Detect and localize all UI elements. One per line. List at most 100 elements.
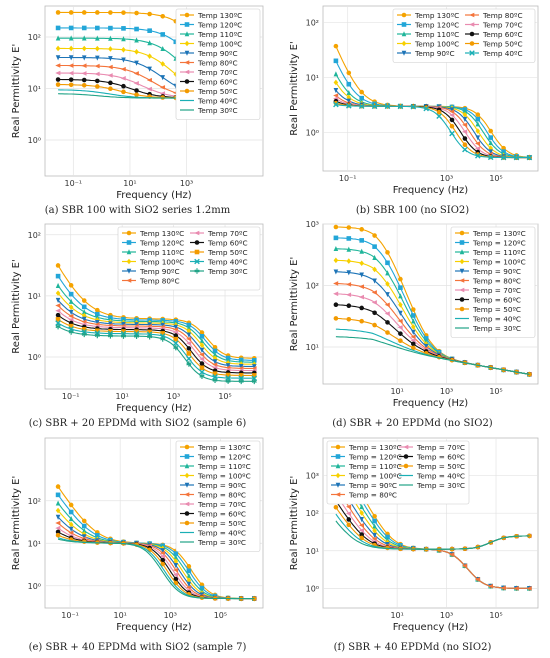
legend-label: Temp 110ºC: [414, 30, 459, 39]
data-point: [68, 323, 74, 329]
y-axis-label: Real Permittivity E': [11, 259, 22, 353]
series-line: [57, 538, 255, 600]
legend-marker: [335, 463, 341, 469]
legend-label: Temp 130ºC: [139, 229, 184, 238]
data-point: [384, 302, 390, 308]
data-point: [333, 316, 339, 321]
legend-label: Temp 130ºC: [414, 11, 459, 20]
legend-marker: [469, 41, 475, 46]
x-axis-label: Frequency (Hz): [393, 185, 469, 196]
data-point: [372, 513, 377, 519]
legend-label: Temp = 90ºC: [348, 481, 397, 490]
data-point: [475, 577, 481, 582]
data-point: [462, 129, 468, 135]
data-point: [108, 10, 113, 15]
data-point: [186, 572, 192, 579]
legend-marker: [126, 230, 132, 236]
data-point: [449, 130, 455, 137]
legend-marker: [459, 240, 465, 245]
x-tick-label: 10⁵: [214, 611, 227, 620]
data-point: [385, 330, 390, 335]
legend-marker: [459, 278, 465, 283]
legend-label: Temp = 50ºC: [197, 519, 246, 528]
data-point: [199, 342, 205, 349]
chart-svg: 10⁻¹ 10³ 10⁵ 10⁰ 10¹ 10² Frequency (Hz) Real Pe…: [289, 5, 539, 196]
legend-label: Temp = 110ºC: [348, 462, 402, 471]
x-tick-label: 10³: [440, 174, 453, 183]
data-point: [134, 88, 139, 93]
legend-label: Temp = 50ºC: [472, 305, 521, 314]
data-point: [251, 373, 257, 378]
legend-marker: [459, 230, 465, 236]
x-tick-label: 10⁻¹: [62, 392, 80, 401]
legend-marker: [184, 79, 190, 84]
data-point: [333, 224, 339, 230]
legend-marker: [194, 240, 200, 245]
data-point: [346, 292, 352, 298]
data-point: [186, 340, 192, 346]
legend-marker: [184, 501, 190, 507]
data-point: [251, 378, 257, 385]
legend-marker: [194, 268, 200, 274]
data-point: [55, 10, 61, 15]
data-point: [358, 103, 365, 109]
data-point: [55, 532, 61, 538]
data-point: [199, 356, 205, 362]
y-tick-label: 10¹: [28, 292, 41, 301]
data-point: [173, 324, 179, 330]
legend-box: [450, 226, 536, 338]
legend-label: Temp = 60ºC: [416, 452, 465, 461]
data-point: [147, 28, 152, 33]
data-point: [372, 254, 377, 261]
legend-marker: [126, 240, 132, 245]
data-point: [81, 534, 87, 540]
data-point: [225, 363, 231, 369]
legend-marker: [184, 511, 190, 516]
data-point: [333, 235, 339, 241]
data-point: [68, 309, 74, 316]
data-point: [68, 313, 74, 319]
data-point: [173, 551, 179, 556]
data-point: [186, 346, 192, 351]
x-tick-label: 10⁻¹: [61, 611, 79, 620]
data-point: [199, 365, 205, 371]
data-point: [134, 329, 139, 334]
data-point: [199, 330, 205, 335]
data-point: [55, 303, 61, 308]
data-point: [410, 103, 417, 110]
chart-svg: 10⁻¹ 10¹ 10³ 10⁵ 10⁰ 10¹ 10² Frequency (Hz) Real…: [11, 437, 264, 633]
data-point: [81, 71, 87, 76]
data-point: [225, 378, 231, 384]
data-point: [121, 83, 126, 89]
legend-box: [392, 8, 536, 63]
data-point: [358, 523, 364, 528]
data-point: [199, 373, 205, 379]
caption-d: (d) SBR + 20 EPDMd (no SIO2): [332, 418, 493, 429]
x-axis-label: Frequency (Hz): [116, 403, 192, 414]
legend-label: Temp 90ºC: [139, 267, 180, 276]
legend-label: Temp = 60ºC: [472, 295, 521, 304]
chart-svg: 10¹ 10³ 10⁵ 10¹ 10² 10³ Frequency (Hz) Real Per…: [289, 220, 539, 409]
data-point: [346, 225, 352, 230]
legend-marker: [184, 22, 190, 27]
data-point: [147, 40, 152, 46]
legend-label: Temp 130ºC: [197, 11, 242, 20]
data-point: [186, 581, 192, 587]
legend-marker: [469, 12, 475, 18]
legend-label: Temp = 100ºC: [472, 257, 526, 266]
legend-marker: [469, 31, 475, 37]
x-tick-label: 10¹: [390, 611, 403, 620]
legend-marker: [194, 249, 200, 255]
data-point: [133, 71, 139, 76]
x-tick-label: 10¹: [115, 392, 128, 401]
data-point: [199, 347, 205, 353]
data-point: [55, 500, 61, 506]
y-tick-label: 10¹: [306, 343, 319, 352]
data-point: [333, 302, 339, 308]
data-point: [121, 36, 126, 42]
data-point: [398, 338, 403, 344]
data-point: [238, 375, 244, 381]
x-tick-label: 10⁻¹: [339, 174, 357, 183]
legend-box: [117, 226, 261, 291]
series-line: [57, 299, 255, 368]
